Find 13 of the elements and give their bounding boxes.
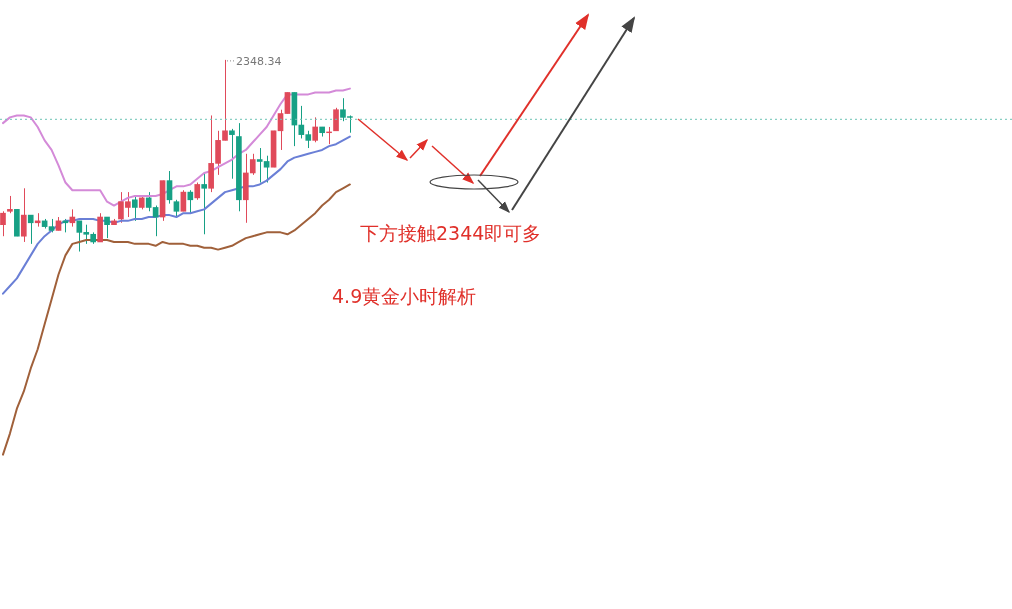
text: 下方接触2344即可多: [360, 221, 542, 246]
candlestick: [201, 172, 208, 235]
candlestick: [27, 214, 34, 245]
candlestick: [249, 153, 256, 176]
candlestick: [0, 210, 6, 237]
candlestick: [131, 195, 138, 222]
candlestick: [312, 116, 319, 143]
candlestick: [104, 216, 110, 239]
candlestick: [20, 187, 27, 243]
candlestick: [229, 128, 235, 180]
candlestick: [187, 189, 194, 214]
annotation: 2348.34: [236, 54, 282, 68]
text: 4.9黄金小时解析: [332, 284, 477, 309]
